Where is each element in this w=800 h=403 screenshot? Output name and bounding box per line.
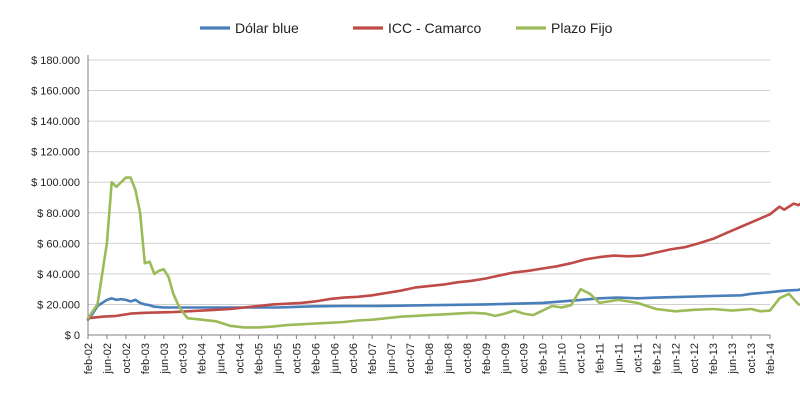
x-tick-label: oct-08	[462, 343, 474, 374]
y-tick-label: $ 180.000	[31, 55, 80, 67]
x-tick-label: oct-10	[576, 343, 588, 374]
y-tick-label: $ 100.000	[31, 177, 80, 189]
x-tick-label: feb-14	[765, 343, 777, 374]
x-tick-label: oct-11	[632, 343, 644, 373]
x-tick-label: feb-04	[197, 343, 209, 374]
legend-label: ICC - Camarco	[388, 20, 482, 36]
x-tick-label: oct-09	[519, 343, 531, 374]
y-tick-label: $ 120.000	[31, 147, 80, 159]
axes: $ 0 $ 20.000 $ 40.000 $ 60.000 $ 80.000 $ 100…	[31, 55, 777, 375]
legend-item: Plazo Fijo	[516, 20, 613, 36]
legend-item: ICC - Camarco	[353, 20, 482, 36]
x-tick-label: oct-06	[348, 343, 360, 374]
y-tick-label: $ 60.000	[37, 238, 80, 250]
grid-lines	[88, 59, 770, 305]
series-line-icc-camarco	[86, 202, 800, 320]
x-tick-label: jun-05	[272, 343, 284, 375]
x-tick-label: feb-10	[538, 343, 550, 374]
x-tick-label: oct-04	[235, 343, 247, 374]
x-tick-label: jun-02	[102, 343, 114, 375]
x-tick-label: jun-08	[443, 343, 455, 375]
y-tick-label: $ 80.000	[37, 208, 80, 220]
x-tick-label: feb-13	[708, 343, 720, 374]
y-tick-label: $ 140.000	[31, 116, 80, 128]
legend-item: Dólar blue	[200, 20, 299, 36]
legend-label: Plazo Fijo	[551, 20, 613, 36]
x-tick-label: feb-12	[651, 343, 663, 374]
x-tick-label: jun-04	[216, 343, 228, 375]
x-tick-label: jun-06	[329, 343, 341, 375]
x-tick-label: feb-02	[83, 343, 95, 374]
x-tick-label: feb-05	[254, 343, 266, 374]
x-tick-label: jun-10	[557, 343, 569, 375]
y-tick-label: $ 40.000	[37, 269, 80, 281]
x-tick-label: jun-11	[613, 343, 625, 374]
y-tick-label: $ 160.000	[31, 86, 80, 98]
x-tick-label: feb-11	[595, 343, 607, 373]
series-lines	[86, 176, 800, 329]
x-tick-label: feb-06	[310, 343, 322, 374]
x-tick-label: oct-03	[178, 343, 190, 374]
y-tick-label: $ 0	[65, 330, 80, 342]
x-tick-label: feb-07	[367, 343, 379, 374]
x-tick-label: feb-03	[140, 343, 152, 374]
x-tick-label: jun-03	[159, 343, 171, 375]
y-tick-label: $ 20.000	[37, 299, 80, 311]
x-tick-label: oct-05	[291, 343, 303, 374]
x-tick-label: jun-07	[386, 343, 398, 375]
x-tick-label: feb-09	[481, 343, 493, 374]
x-tick-label: oct-02	[121, 343, 133, 374]
x-tick-label: oct-12	[689, 343, 701, 374]
legend: Dólar blue ICC - Camarco Plazo Fijo	[200, 20, 613, 36]
x-tick-label: jun-12	[670, 343, 682, 375]
x-tick-label: oct-13	[746, 343, 758, 374]
series-line-d-lar-blue	[86, 288, 800, 321]
x-tick-label: jun-09	[500, 343, 512, 375]
series-line-plazo-fijo	[86, 176, 800, 329]
legend-label: Dólar blue	[235, 20, 299, 36]
x-tick-label: jun-13	[727, 343, 739, 375]
x-tick-label: feb-08	[424, 343, 436, 374]
x-tick-label: oct-07	[405, 343, 417, 374]
